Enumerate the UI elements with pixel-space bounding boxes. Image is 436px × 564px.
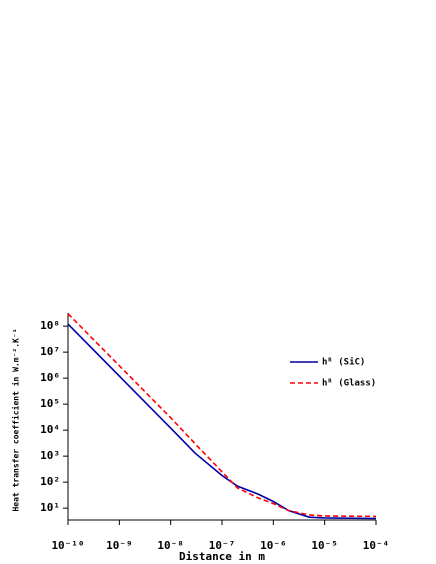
x-tick-label: 10⁻⁹ [106,539,133,552]
line [67,313,377,518]
x-tick-label: 10⁻⁷ [209,539,236,552]
y-tick-label: 10³ [40,449,60,462]
legend-label: hᴿ (SiC) [322,357,365,368]
y-tick-label: 10⁵ [40,397,60,410]
x-tick-label: 10⁻⁵ [311,539,338,552]
y-axis-label: Heat transfer coefficient in W.m⁻².K⁻¹ [11,328,21,511]
line [67,323,377,520]
y-tick-label: 10² [40,475,60,488]
y-tick-label: 10⁸ [40,319,60,332]
x-axis-label: Distance in m [179,550,265,563]
y-tick-label: 10⁶ [40,371,60,384]
y-tick-label: 10⁷ [40,345,60,358]
x-tick-label: 10⁻¹⁰ [51,539,84,552]
x-tick-label: 10⁻⁸ [157,539,184,552]
legend-label: hᴿ (Glass) [322,379,376,389]
y-tick-label: 10¹ [40,501,60,514]
y-tick-label: 10⁴ [40,423,60,436]
x-tick-label: 10⁻⁴ [363,539,390,552]
x-tick-label: 10⁻⁶ [260,539,287,552]
